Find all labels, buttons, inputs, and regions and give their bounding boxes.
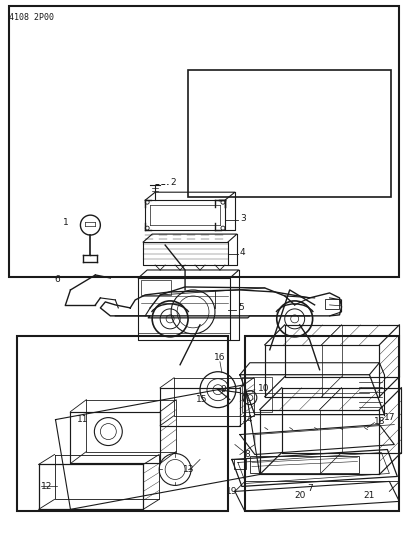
Text: 12: 12 bbox=[40, 482, 52, 491]
Bar bbox=[242, 377, 272, 411]
Bar bbox=[17, 336, 228, 511]
Text: 17: 17 bbox=[384, 413, 396, 422]
Bar bbox=[188, 70, 391, 197]
Text: 1: 1 bbox=[63, 217, 69, 227]
Bar bbox=[325, 299, 339, 309]
Text: 3: 3 bbox=[240, 214, 246, 223]
Bar bbox=[9, 6, 399, 277]
Text: 11: 11 bbox=[77, 415, 89, 424]
Text: 21: 21 bbox=[364, 491, 375, 500]
Text: 20: 20 bbox=[294, 491, 305, 500]
Text: 10: 10 bbox=[258, 384, 269, 393]
Text: 4: 4 bbox=[240, 247, 246, 256]
Text: 8: 8 bbox=[245, 450, 251, 459]
Text: 15: 15 bbox=[195, 395, 207, 404]
Text: 13: 13 bbox=[183, 465, 195, 474]
Text: 19: 19 bbox=[226, 487, 237, 496]
Bar bbox=[141, 280, 171, 295]
Text: 6: 6 bbox=[55, 276, 60, 285]
Text: 9: 9 bbox=[220, 385, 226, 394]
Bar bbox=[234, 459, 246, 470]
Bar bbox=[250, 456, 359, 473]
Text: 5: 5 bbox=[238, 303, 244, 312]
Text: 18: 18 bbox=[375, 417, 386, 426]
Text: 16: 16 bbox=[214, 353, 226, 362]
Text: 4108 2P00: 4108 2P00 bbox=[9, 13, 54, 22]
Text: 2: 2 bbox=[170, 177, 176, 187]
Text: 14: 14 bbox=[242, 415, 253, 424]
Bar bbox=[245, 336, 399, 511]
Text: 7: 7 bbox=[307, 484, 313, 494]
